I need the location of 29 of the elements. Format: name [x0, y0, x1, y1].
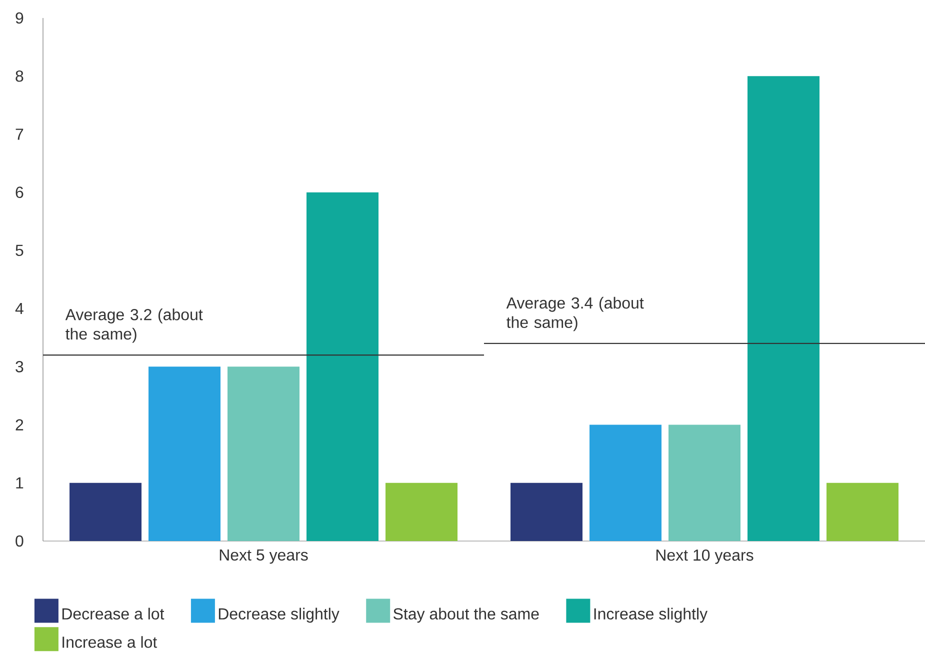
- y-tick-label: 0: [16, 535, 24, 547]
- bar: [590, 424, 662, 541]
- y-tick-label: 1: [16, 477, 24, 488]
- bar: [306, 192, 379, 541]
- bar: [70, 482, 142, 541]
- bar: [510, 482, 582, 541]
- y-tick-label: 2: [16, 419, 24, 430]
- y-tick-label: 9: [16, 12, 24, 24]
- legend-label: Stay about the same: [394, 608, 539, 623]
- y-tick-label: 5: [16, 244, 24, 256]
- x-tick-label: Next 10 years: [656, 549, 754, 564]
- y-tick-label: 8: [16, 70, 24, 82]
- bar: [148, 366, 221, 541]
- y-tick-label: 7: [16, 128, 24, 140]
- legend-label: Decrease slightly: [218, 608, 340, 623]
- legend-label: Decrease a lot: [62, 608, 164, 620]
- y-tick-label: 3: [16, 361, 24, 372]
- ref-line-label: Average 3.4 (about the same): [506, 296, 644, 332]
- legend-label: Increase slightly: [594, 608, 708, 623]
- legend-label: Increase a lot: [62, 636, 158, 648]
- bar: [668, 424, 740, 541]
- ref-line-label: Average 3.2 (about the same): [65, 308, 203, 343]
- bar: [228, 366, 300, 541]
- bar: [748, 76, 820, 541]
- bar: [386, 482, 458, 541]
- y-tick-label: 4: [15, 303, 24, 314]
- y-tick-label: 6: [16, 186, 24, 198]
- bar: [826, 482, 898, 541]
- x-tick-label: Next 5 years: [220, 549, 308, 564]
